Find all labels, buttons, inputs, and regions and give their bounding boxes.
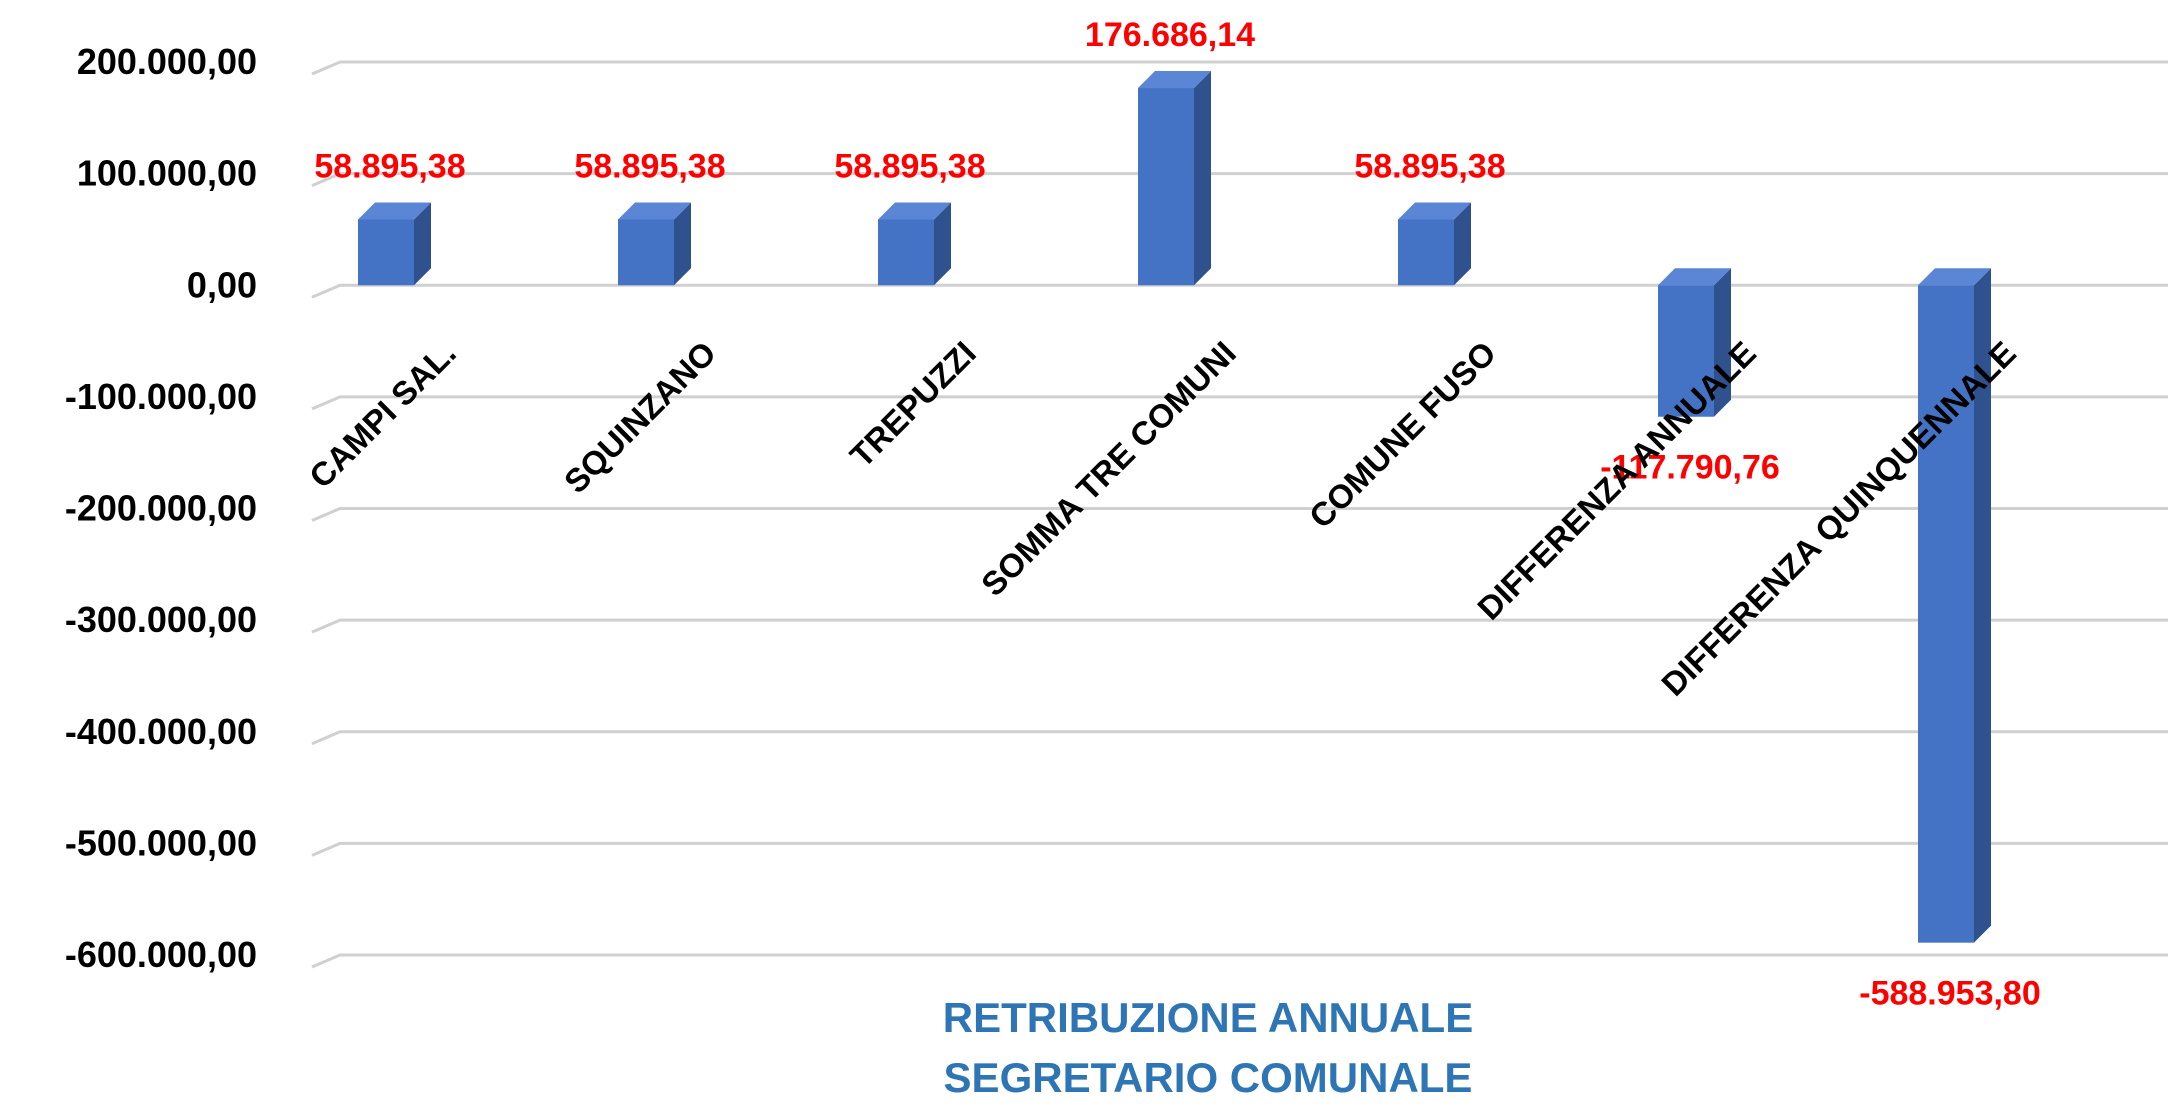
value-label: 58.895,38: [1354, 148, 1505, 186]
value-label: 58.895,38: [314, 148, 465, 186]
grid-line: [311, 841, 2168, 857]
bar-front: [1138, 88, 1194, 286]
bar-side: [1974, 268, 1991, 943]
grid-line: [311, 395, 2168, 411]
bar-top: [618, 202, 691, 220]
bar-side: [934, 202, 951, 286]
bar-top: [878, 202, 951, 220]
bar: [618, 202, 691, 286]
chart-title: RETRIBUZIONE ANNUALE: [943, 994, 1473, 1041]
value-label: 58.895,38: [834, 148, 985, 186]
x-tick-label: COMUNE FUSO: [1302, 334, 1503, 535]
value-label: -588.953,80: [1859, 975, 2041, 1013]
bar-top: [1398, 202, 1471, 220]
grid-line: [311, 730, 2168, 746]
bar-top: [358, 202, 431, 220]
bar: [878, 202, 951, 286]
grid-line: [311, 507, 2168, 522]
x-tick-label: CAMPI SAL.: [302, 334, 463, 495]
y-tick-label: -500.000,00: [65, 822, 257, 863]
y-tick-label: 200.000,00: [77, 41, 257, 82]
bar-side: [1714, 268, 1731, 417]
y-tick-label: -400.000,00: [65, 711, 257, 752]
value-label: 58.895,38: [574, 148, 725, 186]
grid-line: [311, 283, 2168, 299]
y-tick-label: -600.000,00: [65, 934, 257, 975]
x-tick-label: SQUINZANO: [557, 334, 723, 500]
bar-side: [1454, 202, 1471, 286]
grid-line: [311, 60, 2168, 76]
y-tick-label: -300.000,00: [65, 599, 257, 640]
bar-front: [1918, 285, 1974, 943]
bar: [1398, 202, 1471, 286]
bar-side: [414, 202, 431, 286]
value-label: -117.790,76: [1600, 449, 1780, 487]
bar-top: [1138, 71, 1211, 89]
chart-title: SEGRETARIO COMUNALE: [944, 1054, 1473, 1101]
x-tick-label: SOMMA TRE COMUNI: [974, 334, 1243, 603]
grid-line: [311, 618, 2168, 634]
y-tick-label: 0,00: [187, 264, 257, 305]
bar-side: [1194, 71, 1211, 286]
bar-front: [1658, 285, 1714, 417]
bar: [1918, 268, 1991, 943]
bar-front: [1398, 219, 1454, 286]
grid-line: [311, 172, 2168, 188]
bar-front: [878, 219, 934, 286]
value-label: 176.686,14: [1085, 16, 1255, 54]
y-tick-label: 100.000,00: [77, 153, 257, 194]
bar-top: [1658, 268, 1731, 286]
bar-front: [618, 219, 674, 286]
y-tick-label: -200.000,00: [65, 488, 257, 529]
bar: [358, 202, 431, 286]
x-tick-label: TREPUZZI: [843, 334, 983, 474]
bar-side: [674, 202, 691, 286]
bar: [1658, 268, 1731, 417]
bar-top: [1918, 268, 1991, 286]
bar: [1138, 71, 1211, 286]
bar-front: [358, 219, 414, 286]
grid-line: [311, 953, 2168, 969]
y-tick-label: -100.000,00: [65, 376, 257, 417]
